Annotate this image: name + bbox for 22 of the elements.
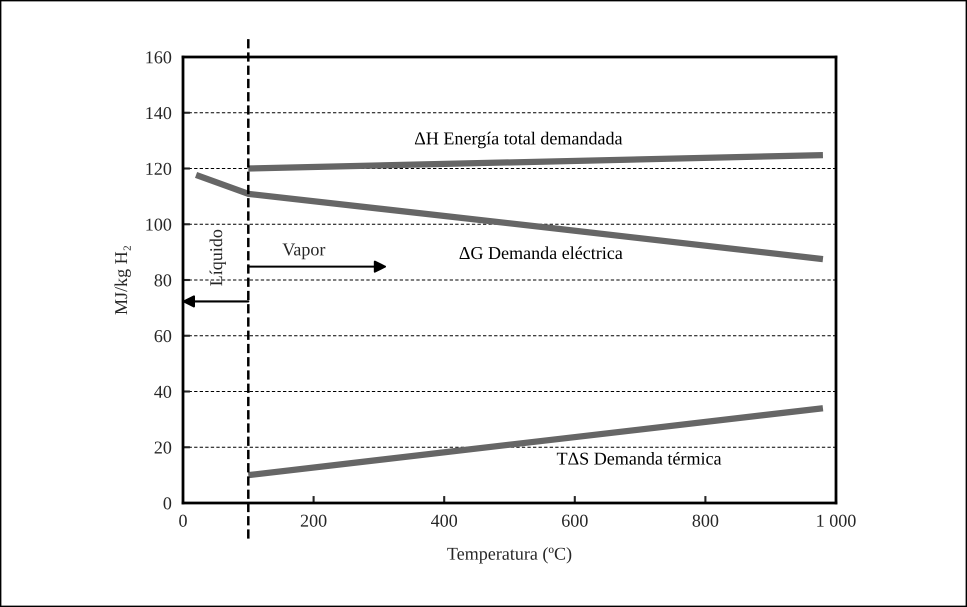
y-tick-label: 120 — [146, 162, 172, 175]
y-tick-label: 160 — [146, 51, 172, 64]
annotation: Vapor — [282, 244, 326, 260]
y-tick-label: 40 — [154, 386, 172, 398]
series-label: ΔH Energía total demandada — [414, 132, 622, 148]
y-tick-label: 0 — [164, 497, 172, 510]
y-tick-label: 140 — [146, 107, 172, 120]
y-axis-title: MJ/kg H₂ — [114, 246, 131, 314]
x-tick-label: 200 — [300, 514, 326, 527]
x-axis-title: Temperatura (ºC) — [447, 547, 572, 564]
x-tick-label: 800 — [692, 514, 718, 527]
x-tick-label: 400 — [431, 514, 458, 527]
series-label: ΔG Demanda eléctrica — [460, 246, 623, 260]
y-tick-label: 60 — [154, 330, 172, 342]
y-tick-label: 100 — [146, 218, 172, 231]
annotation: Líquido — [210, 230, 226, 286]
y-tick-label: 80 — [154, 274, 172, 286]
series-label: TΔS Demanda térmica — [556, 452, 722, 465]
x-tick-label: 1 000 — [817, 514, 856, 527]
x-tick-label: 0 — [179, 514, 187, 527]
x-tick-label: 600 — [562, 514, 588, 527]
y-tick-label: 20 — [154, 442, 172, 454]
